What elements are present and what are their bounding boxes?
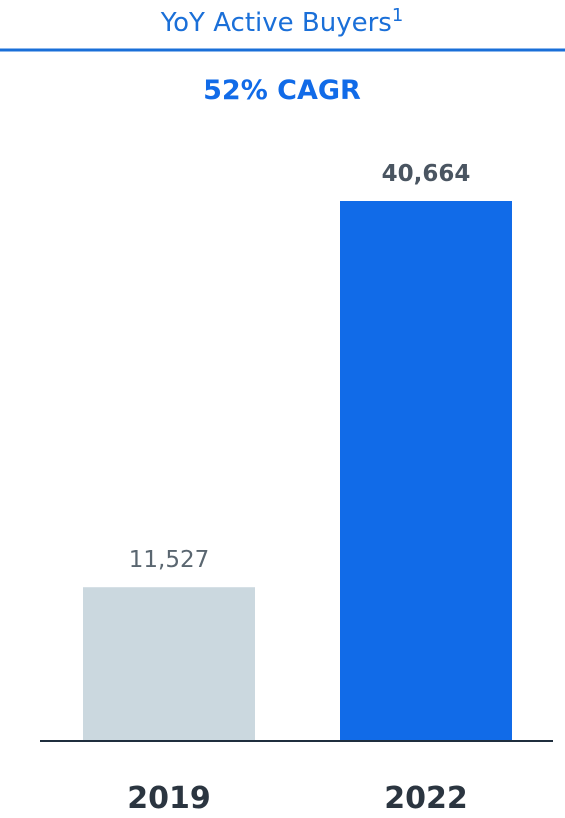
chart-subtitle: 52% CAGR <box>203 75 361 106</box>
chart-title-superscript: 1 <box>392 5 403 26</box>
bars-group: 11,527 40,664 <box>83 161 512 740</box>
chart-title: YoY Active Buyers1 <box>160 5 404 39</box>
x-tick-label-2022: 2022 <box>384 781 468 816</box>
x-tick-label-2019: 2019 <box>127 781 211 816</box>
data-label-2022: 40,664 <box>382 161 471 187</box>
chart-title-text: YoY Active Buyers <box>160 8 392 38</box>
data-label-2019: 11,527 <box>129 547 209 573</box>
bar-2022 <box>340 201 512 740</box>
x-axis-ticks: 2019 2022 <box>127 781 468 816</box>
bar-2019 <box>83 587 255 740</box>
